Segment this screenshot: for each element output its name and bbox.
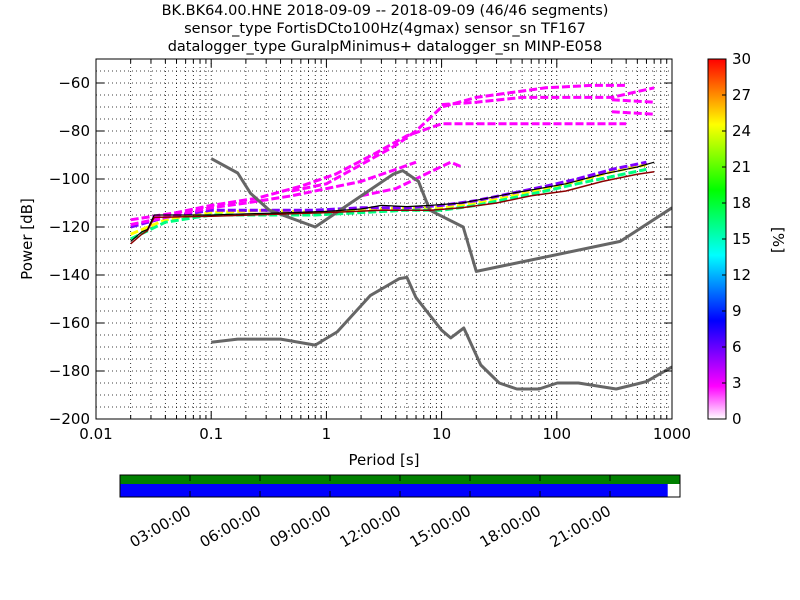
statistics-curve-layer: [130, 161, 655, 245]
noise-model-line: [210, 157, 672, 273]
plot-frame: [95, 58, 673, 420]
colorbar-tick-label: 21: [732, 158, 751, 176]
timeline-tick-label: 09:00:00: [267, 502, 334, 551]
y-axis-label: Power [dB]: [18, 198, 36, 280]
density-band: [611, 110, 655, 116]
x-axis-label: Period [s]: [348, 451, 419, 469]
colorbar-label: [%]: [769, 227, 787, 253]
chart-title-line-3: datalogger_type GuralpMinimus+ datalogge…: [167, 39, 603, 55]
y-tick-label: −180: [49, 362, 90, 380]
data-availability-timeline: 03:00:00 06:00:00 09:00:00 12:00:00 15:00:00…: [119, 474, 681, 551]
x-tick-label: 0.01: [79, 425, 112, 443]
colorbar-tick-label: 18: [732, 194, 751, 212]
density-band: [611, 98, 655, 104]
density-band: [441, 86, 655, 107]
x-tick-label: 0.1: [199, 425, 223, 443]
colorbar-tick-label: 0: [732, 410, 742, 428]
colorbar-tick-label: 15: [732, 230, 751, 248]
density-band: [130, 160, 647, 229]
mode-curve: [130, 171, 655, 245]
timeline-tick-label: 12:00:00: [337, 502, 404, 551]
colorbar-tick-label: 3: [732, 374, 742, 392]
y-tick-label: −200: [49, 410, 90, 428]
timeline-tick-label: 21:00:00: [547, 502, 614, 551]
chart-title-line-2: sensor_type FortisDCto100Hz(4gmax) senso…: [184, 21, 586, 37]
colorbar-tick-label: 27: [732, 86, 751, 104]
timeline-tick-label: 06:00:00: [197, 502, 264, 551]
timeline-tick-label: 03:00:00: [127, 502, 194, 551]
mean-curve: [130, 161, 655, 242]
y-tick-label: −80: [58, 122, 90, 140]
colorbar-tick-label: 24: [732, 122, 751, 140]
y-tick-label: −140: [49, 266, 90, 284]
y-tick-label: −120: [49, 218, 90, 236]
x-tick-label: 1: [322, 425, 332, 443]
x-tick-label: 1000: [653, 425, 691, 443]
timeline-tick-label: 15:00:00: [407, 502, 474, 551]
y-tick-label: −100: [49, 170, 90, 188]
density-band: [130, 163, 647, 236]
density-band: [360, 160, 463, 198]
chart-title-line-1: BK.BK64.00.HNE 2018-09-09 -- 2018-09-09 …: [161, 3, 609, 19]
x-tick-label: 10: [432, 425, 451, 443]
density-band: [130, 122, 627, 222]
timeline-coverage-bar: [120, 484, 668, 497]
colorbar-tick-label: 12: [732, 266, 751, 284]
y-tick-label: −60: [58, 74, 90, 92]
density-band: [291, 83, 627, 193]
colorbar-ticks: 0 3 6 9 12 15 18 21 24 27 30: [722, 50, 751, 428]
grid: [96, 59, 672, 419]
axis-ticks: 0.01 0.1 1 10 100 1000 −200 −180 −160 −140 −120 −10…: [49, 59, 691, 443]
y-tick-label: −160: [49, 314, 90, 332]
density-band: [130, 160, 417, 227]
x-tick-label: 100: [542, 425, 571, 443]
colorbar-tick-label: 6: [732, 338, 742, 356]
colorbar-tick-label: 30: [732, 50, 751, 68]
noise-model-line: [211, 275, 672, 391]
timeline-tick-label: 18:00:00: [477, 502, 544, 551]
colorbar-tick-label: 9: [732, 302, 742, 320]
noise-model-layer: [210, 157, 672, 391]
